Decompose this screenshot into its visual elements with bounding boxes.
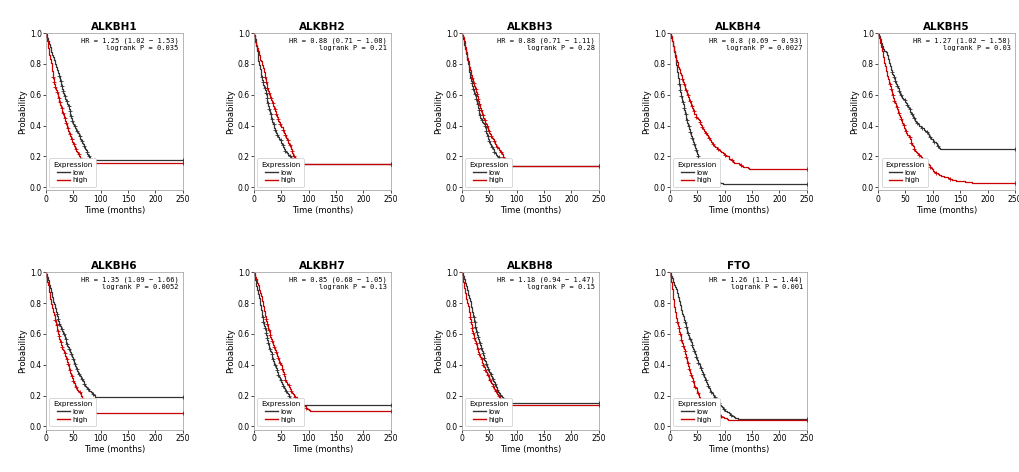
X-axis label: Time (months): Time (months): [915, 206, 976, 215]
Legend: low, high: low, high: [673, 159, 719, 187]
Title: ALKBH2: ALKBH2: [299, 22, 345, 32]
Title: ALKBH8: ALKBH8: [506, 261, 553, 271]
Y-axis label: Probability: Probability: [433, 89, 442, 134]
Y-axis label: Probability: Probability: [433, 329, 442, 373]
Y-axis label: Probability: Probability: [17, 329, 26, 373]
Legend: low, high: low, high: [49, 159, 96, 187]
Text: HR = 0.8 (0.69 − 0.93)
logrank P = 0.0027: HR = 0.8 (0.69 − 0.93) logrank P = 0.002…: [708, 38, 802, 51]
Title: ALKBH4: ALKBH4: [714, 22, 761, 32]
Legend: low, high: low, high: [257, 159, 304, 187]
Text: HR = 1.26 (1.1 − 1.44)
logrank P = 0.001: HR = 1.26 (1.1 − 1.44) logrank P = 0.001: [708, 277, 802, 290]
X-axis label: Time (months): Time (months): [84, 446, 145, 455]
Y-axis label: Probability: Probability: [225, 89, 234, 134]
Text: HR = 0.88 (0.71 − 1.08)
logrank P = 0.21: HR = 0.88 (0.71 − 1.08) logrank P = 0.21: [288, 38, 386, 51]
Y-axis label: Probability: Probability: [225, 329, 234, 373]
Title: ALKBH6: ALKBH6: [91, 261, 138, 271]
Text: HR = 0.88 (0.71 − 1.11)
logrank P = 0.28: HR = 0.88 (0.71 − 1.11) logrank P = 0.28: [496, 38, 594, 51]
Title: FTO: FTO: [727, 261, 749, 271]
X-axis label: Time (months): Time (months): [499, 206, 560, 215]
Title: ALKBH7: ALKBH7: [299, 261, 345, 271]
Y-axis label: Probability: Probability: [641, 89, 650, 134]
Text: HR = 0.85 (0.68 − 1.05)
logrank P = 0.13: HR = 0.85 (0.68 − 1.05) logrank P = 0.13: [288, 277, 386, 290]
Text: HR = 1.27 (1.02 − 1.58)
logrank P = 0.03: HR = 1.27 (1.02 − 1.58) logrank P = 0.03: [912, 38, 1010, 51]
Legend: low, high: low, high: [465, 159, 512, 187]
Text: HR = 1.18 (0.94 − 1.47)
logrank P = 0.15: HR = 1.18 (0.94 − 1.47) logrank P = 0.15: [496, 277, 594, 290]
X-axis label: Time (months): Time (months): [84, 206, 145, 215]
Y-axis label: Probability: Probability: [17, 89, 26, 134]
Legend: low, high: low, high: [49, 397, 96, 426]
Title: ALKBH5: ALKBH5: [922, 22, 969, 32]
X-axis label: Time (months): Time (months): [291, 446, 353, 455]
Text: HR = 1.25 (1.02 − 1.53)
logrank P = 0.035: HR = 1.25 (1.02 − 1.53) logrank P = 0.03…: [81, 38, 178, 51]
Legend: low, high: low, high: [465, 397, 512, 426]
X-axis label: Time (months): Time (months): [499, 446, 560, 455]
Title: ALKBH3: ALKBH3: [506, 22, 553, 32]
Legend: low, high: low, high: [673, 397, 719, 426]
Title: ALKBH1: ALKBH1: [91, 22, 138, 32]
Y-axis label: Probability: Probability: [641, 329, 650, 373]
Legend: low, high: low, high: [257, 397, 304, 426]
X-axis label: Time (months): Time (months): [707, 446, 768, 455]
X-axis label: Time (months): Time (months): [291, 206, 353, 215]
Text: HR = 1.35 (1.09 − 1.66)
logrank P = 0.0052: HR = 1.35 (1.09 − 1.66) logrank P = 0.00…: [81, 277, 178, 290]
Y-axis label: Probability: Probability: [849, 89, 858, 134]
X-axis label: Time (months): Time (months): [707, 206, 768, 215]
Legend: low, high: low, high: [880, 159, 927, 187]
